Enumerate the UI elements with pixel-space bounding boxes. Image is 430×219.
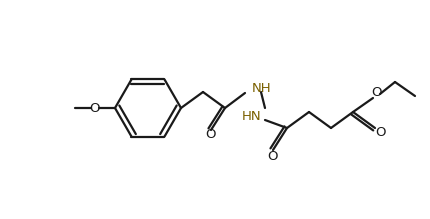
Text: O: O bbox=[371, 87, 381, 99]
Text: O: O bbox=[89, 101, 100, 115]
Text: O: O bbox=[267, 150, 278, 162]
Text: O: O bbox=[205, 129, 216, 141]
Text: HN: HN bbox=[241, 111, 261, 124]
Text: O: O bbox=[375, 125, 385, 138]
Text: NH: NH bbox=[252, 81, 271, 95]
